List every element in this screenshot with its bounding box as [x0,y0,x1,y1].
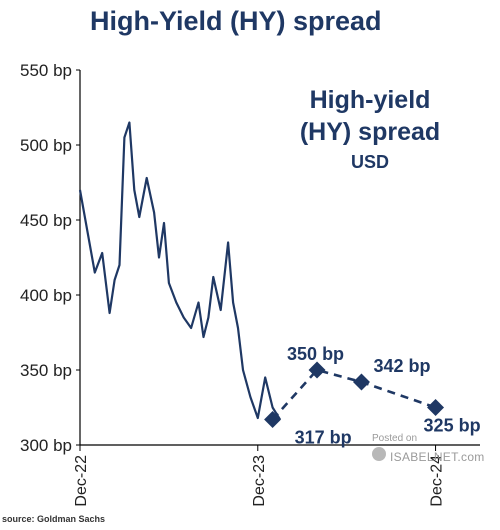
inset-title-line: (HY) spread [300,118,440,146]
forecast-markers [264,361,445,428]
watermark-posted: Posted on [372,433,418,444]
forecast-data-label: 342 bp [373,356,430,376]
inset-title-line: High-yield [310,86,431,114]
inset-title-line: USD [351,152,389,172]
y-tick-label: 300 bp [20,436,72,455]
forecast-marker [427,399,445,416]
forecast-marker [352,373,370,391]
globe-icon [372,447,386,461]
y-tick-label: 550 bp [20,61,72,80]
forecast-data-label: 317 bp [295,428,352,448]
forecast-data-label: 350 bp [287,344,344,364]
series [78,121,437,421]
chart-title: High-Yield (HY) spread [90,6,382,36]
forecast-marker [264,411,282,428]
y-tick-label: 500 bp [20,136,72,155]
watermark: Posted on ISABELNET.com [372,433,485,464]
x-tick-label: Dec-22 [73,455,90,507]
forecast-line [271,368,437,421]
history-line [78,121,281,421]
watermark-site: ISABELNET.com [390,450,485,464]
forecast-data-label: 325 bp [424,416,481,436]
y-axis-ticks: 550 bp 500 bp 450 bp 400 bp 350 bp 300 bp [20,61,80,455]
forecast-marker [308,361,326,379]
y-tick-label: 400 bp [20,286,72,305]
x-tick-label: Dec-23 [251,455,268,507]
forecast-labels: 317 bp 350 bp 342 bp 325 bp [287,344,481,448]
y-tick-label: 350 bp [20,361,72,380]
source-note: source: Goldman Sachs [2,514,106,524]
x-tick-label: Dec-24 [429,455,446,507]
x-axis-ticks: Dec-22 Dec-23 Dec-24 [73,445,446,507]
y-tick-label: 450 bp [20,211,72,230]
axes [79,70,480,446]
inset-title: High-yield (HY) spread USD [300,86,440,172]
